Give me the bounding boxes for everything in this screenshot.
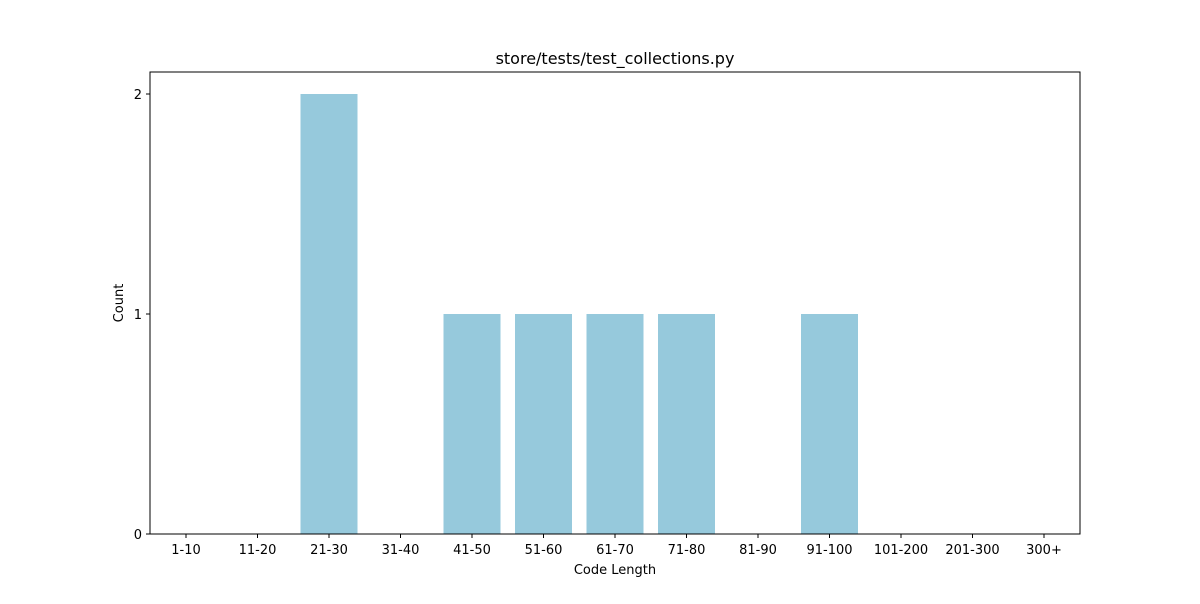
x-tick-label: 21-30 (310, 543, 348, 558)
y-tick-label: 0 (134, 528, 142, 543)
bar-91-100 (801, 314, 858, 534)
x-tick-label: 51-60 (525, 543, 563, 558)
bar-21-30 (300, 94, 358, 534)
x-tick-label: 300+ (1026, 543, 1062, 558)
y-axis-title: Count (112, 284, 127, 323)
y-axis: 0 1 2 (134, 88, 150, 543)
x-tick-label: 31-40 (382, 543, 420, 558)
bars-layer (300, 94, 858, 534)
x-tick-label: 61-70 (596, 543, 634, 558)
bar-71-80 (658, 314, 715, 534)
x-tick-label: 81-90 (739, 543, 777, 558)
x-axis: 1-10 11-20 21-30 31-40 41-50 51-60 61-70 71-80 8… (171, 534, 1062, 558)
y-tick-label: 1 (134, 308, 142, 323)
bar-61-70 (586, 314, 644, 534)
bar-51-60 (515, 314, 572, 534)
x-axis-title: Code Length (574, 563, 656, 578)
x-tick-label: 1-10 (171, 543, 201, 558)
chart-title: store/tests/test_collections.py (496, 49, 735, 69)
x-tick-label: 71-80 (668, 543, 706, 558)
x-tick-label: 91-100 (806, 543, 852, 558)
x-tick-label: 201-300 (945, 543, 999, 558)
x-tick-label: 101-200 (874, 543, 928, 558)
x-tick-label: 11-20 (239, 543, 277, 558)
x-tick-label: 41-50 (453, 543, 491, 558)
bar-41-50 (443, 314, 501, 534)
y-tick-label: 2 (134, 88, 142, 103)
